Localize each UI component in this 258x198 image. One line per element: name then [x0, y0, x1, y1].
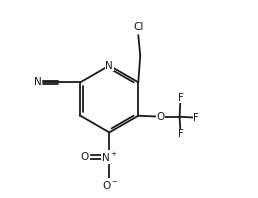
- Text: F: F: [193, 113, 199, 123]
- Text: F: F: [178, 93, 183, 103]
- Text: N$^+$: N$^+$: [101, 150, 118, 164]
- Text: O: O: [80, 152, 89, 162]
- Text: O: O: [157, 112, 165, 122]
- Text: N: N: [106, 61, 113, 70]
- Text: O$^-$: O$^-$: [102, 179, 119, 191]
- Text: F: F: [178, 129, 183, 139]
- Text: N: N: [34, 77, 42, 87]
- Text: Cl: Cl: [133, 22, 143, 32]
